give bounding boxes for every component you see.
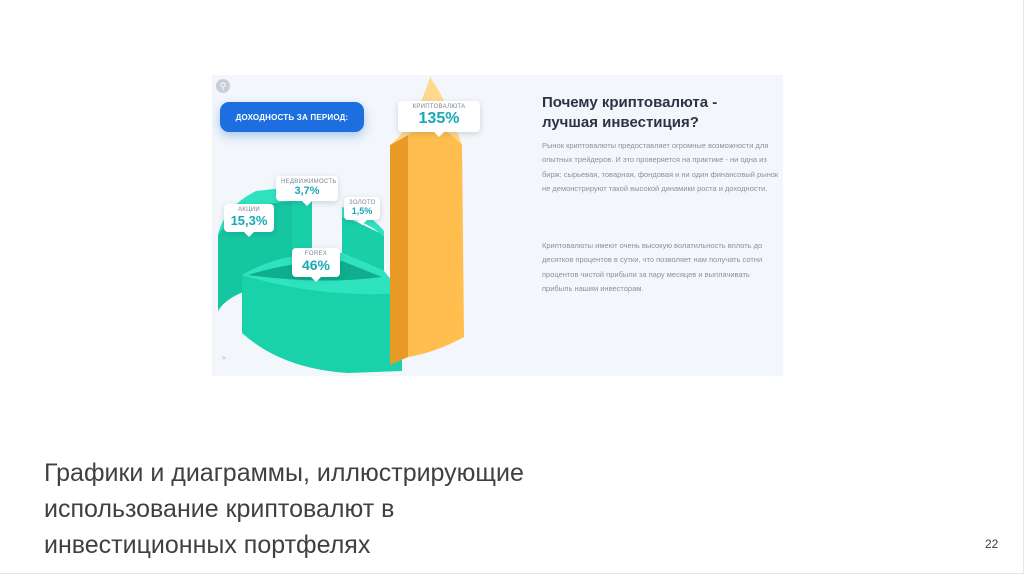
magnifier-icon[interactable]: ⚲	[216, 79, 230, 93]
page-number: 22	[985, 537, 999, 551]
callout-stocks: АКЦИИ 15,3%	[224, 204, 274, 237]
callout-stocks-value: 15,3%	[230, 213, 268, 228]
callout-gold-label: ЗОЛОТО	[349, 200, 376, 206]
callout-stocks-label: АКЦИИ	[237, 207, 261, 213]
callout-realty: НЕДВИЖИМОСТЬ 3,7%	[276, 176, 338, 206]
caption-line-2: использование криптовалют в	[44, 495, 395, 523]
slide-caption: Графики и диаграммы, иллюстрирующие испо…	[44, 455, 684, 563]
callout-forex: FOREX 46%	[292, 248, 340, 282]
corner-mark: ≈	[222, 355, 226, 362]
crypto-infographic-image: ⚲ ДОХОДНОСТЬ ЗА ПЕРИОД: КРИПТОВАЛЮТА 135…	[212, 75, 783, 376]
callout-gold-value: 1,5%	[351, 206, 373, 216]
akcii-segment-top	[218, 187, 292, 235]
info-paragraph-2: Криптовалюты имеют очень высокую волатил…	[542, 241, 763, 294]
callout-forex-label: FOREX	[304, 251, 328, 257]
callout-crypto-label: КРИПТОВАЛЮТА	[412, 104, 466, 110]
callout-crypto: КРИПТОВАЛЮТА 135%	[398, 101, 480, 137]
callout-crypto-value: 135%	[418, 110, 460, 127]
callout-gold: ЗОЛОТО 1,5%	[344, 197, 380, 225]
crypto-column-front	[408, 127, 464, 357]
caption-line-3: инвестиционных портфелях	[44, 531, 371, 559]
callout-forex-value: 46%	[301, 257, 331, 273]
period-badge: ДОХОДНОСТЬ ЗА ПЕРИОД:	[220, 102, 364, 132]
callout-realty-value: 3,7%	[294, 185, 320, 197]
forex-segment	[242, 275, 402, 373]
zoloto-segment	[342, 215, 384, 271]
crypto-column-side	[390, 135, 408, 365]
info-title: Почему криптовалюта - лучшая инвестиция?	[542, 94, 718, 131]
caption-line-1: Графики и диаграммы, иллюстрирующие	[44, 459, 524, 487]
callout-realty-label: НЕДВИЖИМОСТЬ	[281, 179, 337, 185]
info-paragraph-1: Рынок криптовалюты предоставляет огромны…	[542, 141, 779, 194]
